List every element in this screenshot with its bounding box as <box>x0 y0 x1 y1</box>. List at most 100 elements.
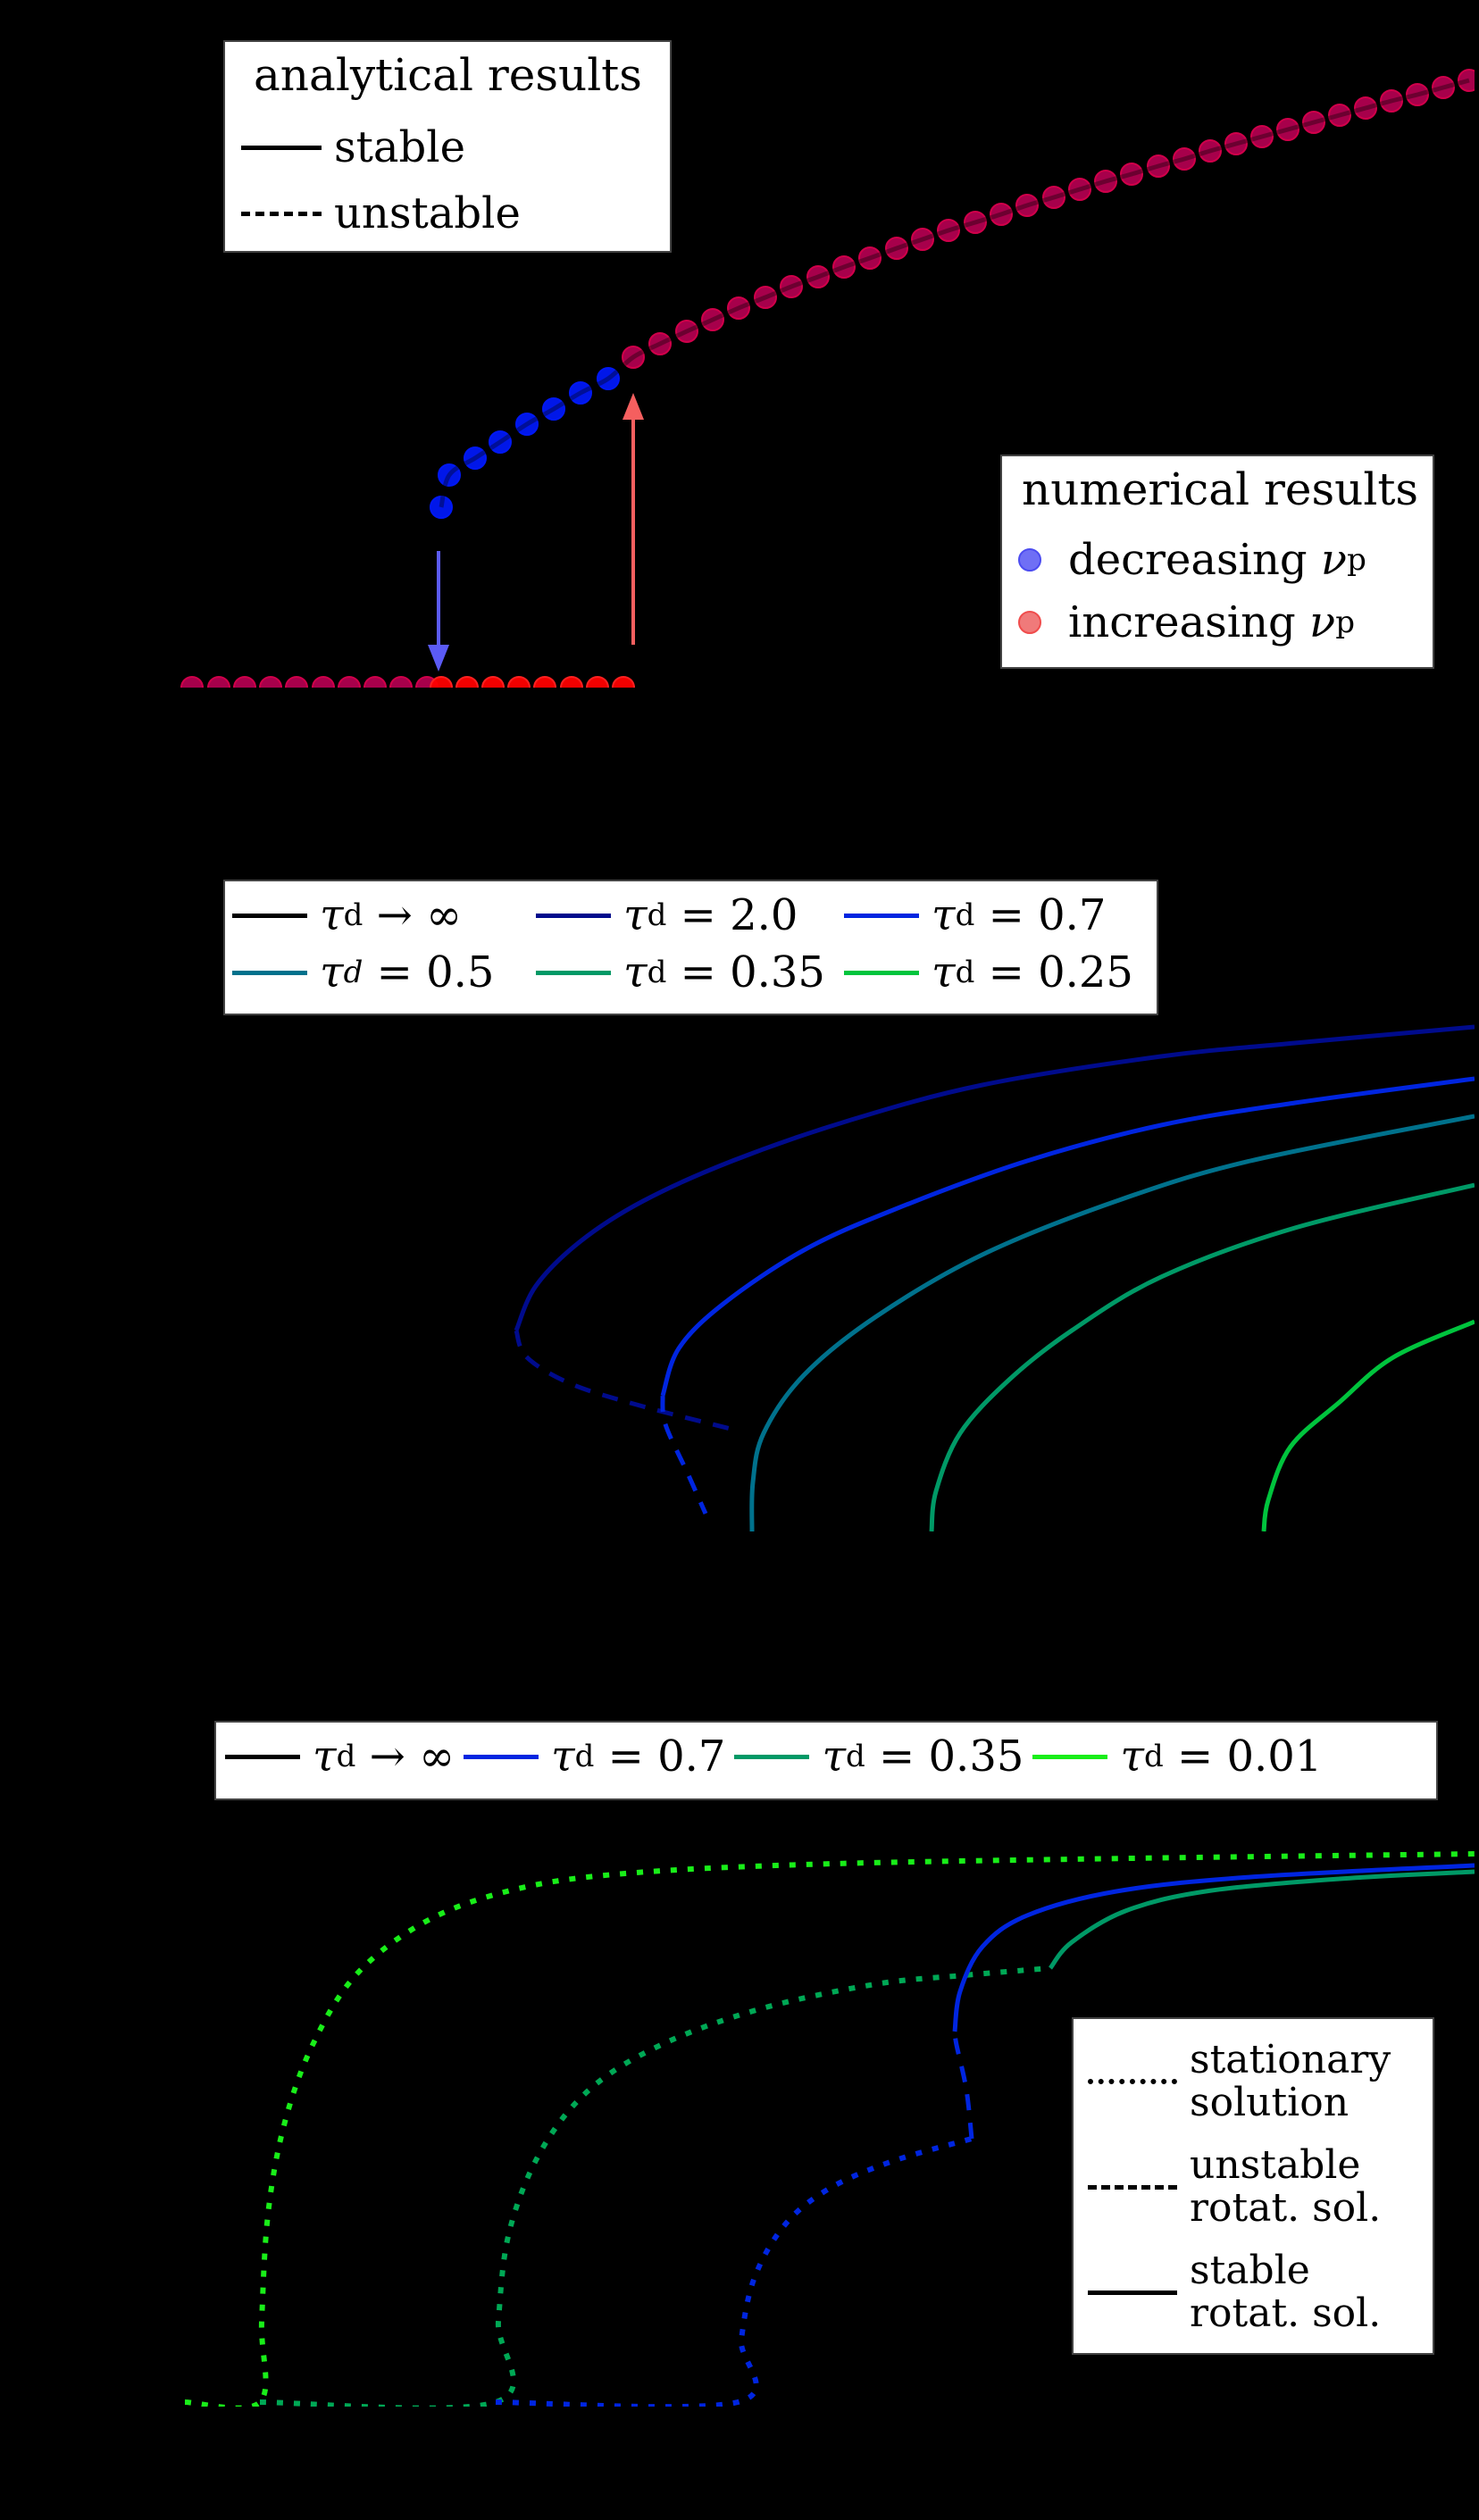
legend-label-line1: stable <box>1190 2248 1310 2293</box>
data-point-marker <box>533 676 556 688</box>
data-point-marker <box>455 676 479 688</box>
data-point-marker <box>701 308 724 331</box>
stable-curve <box>929 1182 1475 1531</box>
line-swatch-icon <box>844 970 919 975</box>
legend-item-stable-rotat: stable rotat. sol. <box>1088 2249 1381 2335</box>
legend-label-line2: solution <box>1190 2080 1349 2125</box>
legend-label-line2: rotat. sol. <box>1190 2291 1382 2336</box>
legend-value: = 0.25 <box>974 947 1133 997</box>
line-swatch-icon <box>734 1754 810 1759</box>
legend-label-line2: rotat. sol. <box>1190 2185 1382 2231</box>
subscript: p <box>1347 542 1366 578</box>
tau-symbol: τ <box>551 1731 575 1782</box>
data-point-marker <box>1224 132 1248 155</box>
legend-value: = 2.0 <box>666 890 798 940</box>
data-point-marker <box>1328 104 1351 127</box>
data-point-marker <box>780 275 803 298</box>
panel-3-plot-area <box>184 1851 1475 2407</box>
panel-2-plot-area <box>514 1024 1475 1531</box>
arrowhead-icon <box>623 393 644 420</box>
legend-value: = 0.35 <box>865 1731 1024 1782</box>
data-point-marker <box>363 676 387 688</box>
subscript: d <box>647 955 667 990</box>
legend-label: unstable <box>334 188 521 238</box>
subscript: d <box>955 897 975 933</box>
data-point-marker <box>312 676 335 688</box>
tau-symbol: τ <box>320 890 344 940</box>
data-point-marker <box>727 296 750 320</box>
tau-symbol: τ <box>320 947 344 997</box>
data-point-marker <box>1458 69 1475 92</box>
line-swatch-icon <box>464 1754 539 1759</box>
data-point-marker <box>1173 147 1196 171</box>
data-point-marker <box>489 430 512 454</box>
data-point-marker <box>832 255 856 279</box>
legend-label: increasing <box>1068 597 1296 647</box>
subscript: d <box>336 1739 356 1774</box>
legend-label-line1: unstable <box>1190 2142 1361 2188</box>
stable-curve <box>660 1076 1475 1397</box>
data-point-marker <box>885 237 908 260</box>
red-circle-marker-icon <box>1018 611 1041 634</box>
legend-item-stationary: stationary solution <box>1088 2039 1391 2124</box>
stable-curve <box>1261 1319 1475 1531</box>
data-point-marker <box>1302 111 1325 134</box>
legend-label-line1: stationary <box>1190 2037 1391 2082</box>
data-point-marker <box>1250 125 1274 148</box>
line-swatch-icon <box>536 913 611 918</box>
line-swatch-icon <box>536 970 611 975</box>
data-point-marker <box>285 676 308 688</box>
data-point-marker <box>1042 186 1065 209</box>
data-point-marker <box>560 676 583 688</box>
dotted-line-swatch-icon <box>1088 2079 1177 2084</box>
data-point-marker <box>259 676 282 688</box>
legend-item-stable: stable <box>241 122 465 172</box>
analytical-stable-curve <box>439 78 1470 508</box>
line-swatch-icon <box>232 913 307 918</box>
subscript: d <box>1143 1739 1164 1774</box>
data-point-marker <box>233 676 256 688</box>
data-point-marker <box>937 219 960 242</box>
legend-item-unstable: unstable <box>241 188 521 238</box>
line-swatch-icon <box>844 913 919 918</box>
nu-symbol: ν <box>1309 597 1336 647</box>
legend-item-unstable-rotat: unstable rotat. sol. <box>1088 2144 1381 2230</box>
nu-symbol: ν <box>1320 535 1348 585</box>
data-point-marker <box>438 463 461 487</box>
arrowhead-icon <box>428 645 449 672</box>
solid-line-swatch-icon <box>1088 2290 1177 2295</box>
legend-title: numerical results <box>1022 463 1419 515</box>
stable-curve <box>749 1114 1475 1531</box>
legend-label: stationary solution <box>1190 2039 1391 2124</box>
subscript: d <box>343 897 363 933</box>
data-point-marker <box>754 286 777 309</box>
data-point-marker <box>586 676 609 688</box>
legend-value: = 0.7 <box>594 1731 726 1782</box>
data-point-marker <box>1406 83 1429 106</box>
data-point-marker <box>430 496 453 519</box>
legend-value: → ∞ <box>355 1731 455 1782</box>
legend-title: analytical results <box>254 49 642 101</box>
stable-curve <box>514 1024 1475 1332</box>
line-swatch-icon <box>232 970 307 975</box>
data-point-marker <box>1432 76 1455 99</box>
data-point-marker <box>569 381 592 405</box>
data-point-marker <box>481 676 505 688</box>
legend-value: = 0.01 <box>1163 1731 1323 1782</box>
data-point-marker <box>1380 89 1403 113</box>
legend-label: stable rotat. sol. <box>1190 2249 1381 2335</box>
data-point-marker <box>964 211 987 234</box>
subscript: d <box>647 897 667 933</box>
data-point-marker <box>207 676 230 688</box>
data-point-marker <box>464 446 487 470</box>
